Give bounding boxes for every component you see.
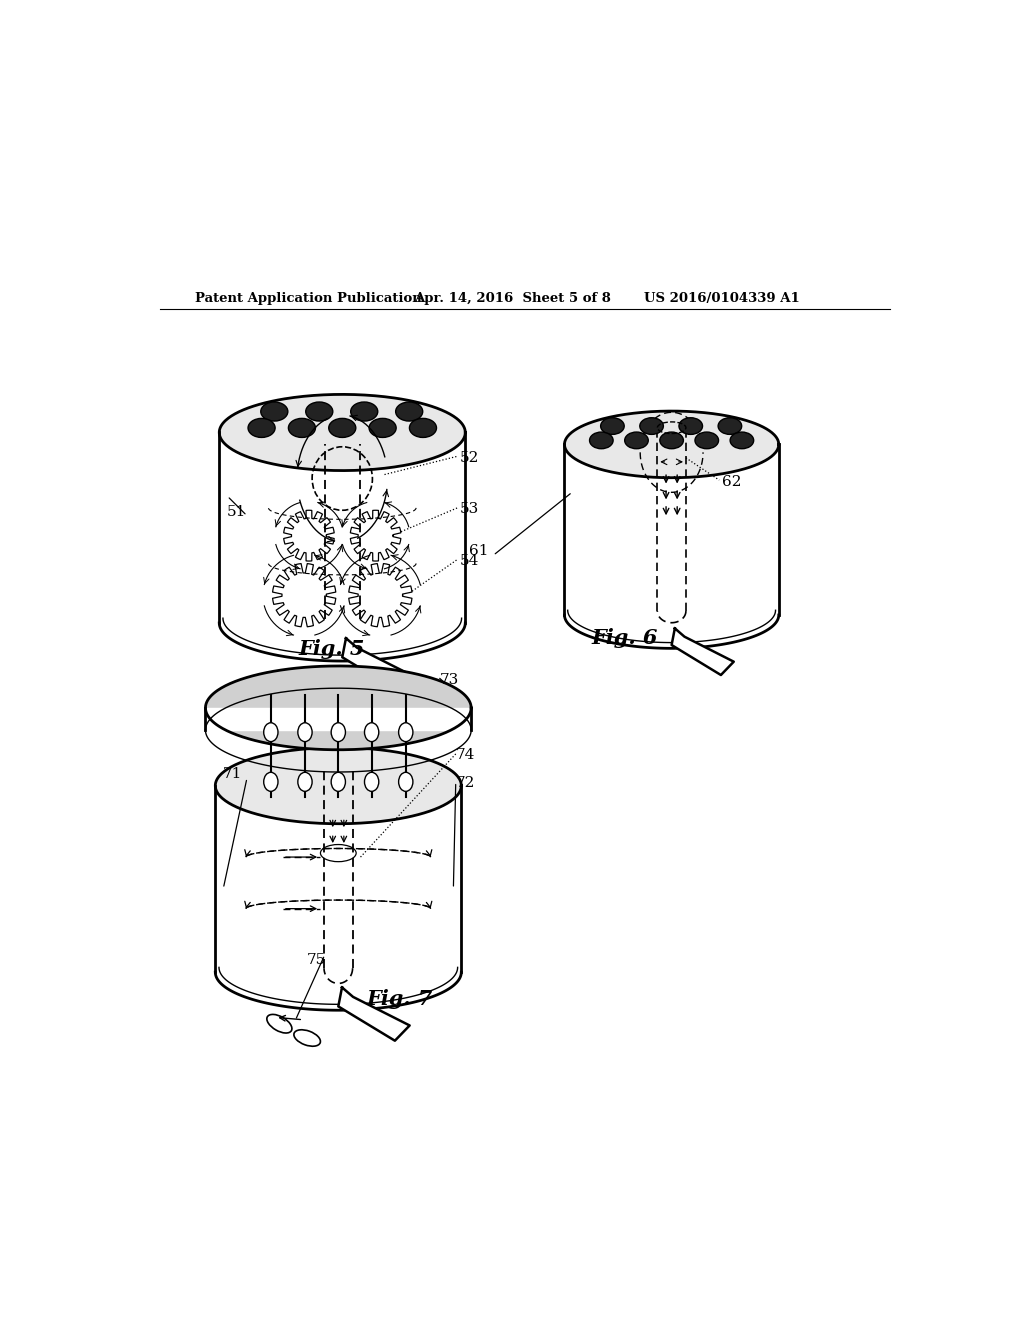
Text: 61: 61 <box>469 544 488 558</box>
Ellipse shape <box>248 418 275 437</box>
Polygon shape <box>284 511 334 561</box>
Ellipse shape <box>625 432 648 449</box>
Polygon shape <box>342 638 414 692</box>
Text: Fig. 5: Fig. 5 <box>299 639 365 659</box>
Polygon shape <box>564 445 779 615</box>
Ellipse shape <box>640 417 664 434</box>
Text: Fig. 7: Fig. 7 <box>367 989 432 1008</box>
Ellipse shape <box>365 772 379 792</box>
Polygon shape <box>219 433 465 623</box>
Ellipse shape <box>267 1015 292 1034</box>
Ellipse shape <box>298 723 312 742</box>
Ellipse shape <box>395 403 423 421</box>
Ellipse shape <box>264 723 278 742</box>
Ellipse shape <box>298 772 312 792</box>
Polygon shape <box>206 708 471 730</box>
Text: Patent Application Publication: Patent Application Publication <box>196 292 422 305</box>
Polygon shape <box>338 987 410 1040</box>
Ellipse shape <box>294 1030 321 1047</box>
Text: 73: 73 <box>440 673 459 686</box>
Polygon shape <box>349 564 412 627</box>
Text: Apr. 14, 2016  Sheet 5 of 8: Apr. 14, 2016 Sheet 5 of 8 <box>414 292 610 305</box>
Ellipse shape <box>590 432 613 449</box>
Text: 72: 72 <box>456 776 475 791</box>
Ellipse shape <box>331 772 345 792</box>
Ellipse shape <box>289 418 315 437</box>
Ellipse shape <box>350 403 378 421</box>
Text: 74: 74 <box>456 748 475 763</box>
Polygon shape <box>564 411 779 478</box>
Text: 71: 71 <box>223 767 243 780</box>
Text: 62: 62 <box>722 475 741 488</box>
Ellipse shape <box>730 432 754 449</box>
Ellipse shape <box>679 417 702 434</box>
Ellipse shape <box>331 723 345 742</box>
Text: US 2016/0104339 A1: US 2016/0104339 A1 <box>644 292 800 305</box>
Polygon shape <box>219 395 465 471</box>
Ellipse shape <box>264 772 278 792</box>
Ellipse shape <box>398 723 413 742</box>
Text: 54: 54 <box>460 554 479 568</box>
Text: 52: 52 <box>460 451 479 465</box>
Polygon shape <box>215 785 462 972</box>
Polygon shape <box>272 564 336 627</box>
Ellipse shape <box>695 432 719 449</box>
Text: 53: 53 <box>460 503 479 516</box>
Ellipse shape <box>329 418 355 437</box>
Ellipse shape <box>659 432 683 449</box>
Text: Fig. 6: Fig. 6 <box>592 628 657 648</box>
Text: 75: 75 <box>306 953 326 968</box>
Ellipse shape <box>398 772 413 792</box>
Ellipse shape <box>369 418 396 437</box>
Polygon shape <box>350 511 400 561</box>
Ellipse shape <box>261 403 288 421</box>
Text: 51: 51 <box>227 504 247 519</box>
Ellipse shape <box>601 417 625 434</box>
Ellipse shape <box>410 418 436 437</box>
Ellipse shape <box>365 723 379 742</box>
Polygon shape <box>215 747 462 824</box>
Ellipse shape <box>718 417 741 434</box>
Ellipse shape <box>306 403 333 421</box>
Polygon shape <box>206 667 471 750</box>
Polygon shape <box>672 628 734 675</box>
